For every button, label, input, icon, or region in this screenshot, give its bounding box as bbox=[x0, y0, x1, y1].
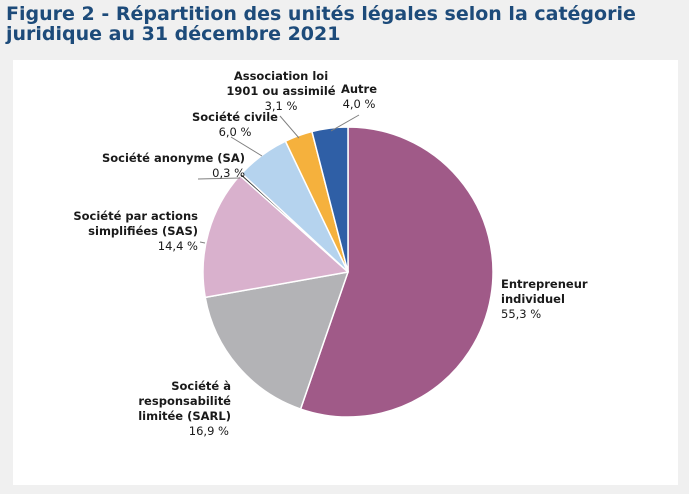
slice-label: Société anonyme (SA)0,3 % bbox=[102, 151, 245, 180]
slice-label-value: 3,1 % bbox=[265, 99, 298, 113]
slice-label-name: limitée (SARL) bbox=[138, 409, 231, 423]
leader-line bbox=[279, 115, 300, 139]
pie-slice bbox=[204, 271, 349, 410]
pie-slice bbox=[202, 174, 349, 299]
slice-label-name: simplifiées (SAS) bbox=[88, 224, 198, 238]
leader-line bbox=[199, 241, 206, 244]
slice-label-value: 6,0 % bbox=[219, 125, 252, 139]
leader-line bbox=[330, 114, 360, 132]
slice-label-name: Entrepreneur bbox=[501, 277, 588, 291]
slice-label-name: responsabilité bbox=[138, 394, 231, 408]
slice-label-value: 16,9 % bbox=[189, 424, 229, 438]
slice-label-name: Société anonyme (SA) bbox=[102, 151, 245, 165]
pie-slices bbox=[202, 126, 494, 418]
slice-label-name: Société à bbox=[171, 379, 231, 393]
leader-lines bbox=[197, 114, 360, 244]
slice-label-value: 55,3 % bbox=[501, 307, 541, 321]
slice-label-name: 1901 ou assimilé bbox=[226, 84, 335, 98]
slice-label-name: Association loi bbox=[234, 69, 328, 83]
figure-title: Figure 2 - Répartition des unités légale… bbox=[6, 3, 636, 45]
slice-label-name: Société par actions bbox=[73, 209, 198, 223]
slice-label-name: Autre bbox=[341, 82, 377, 96]
chart-panel: Entrepreneur individuel 55,3 % Société à res… bbox=[13, 60, 678, 485]
leader-line bbox=[197, 177, 241, 180]
slice-label-value: 14,4 % bbox=[158, 239, 198, 253]
leader-line bbox=[230, 136, 263, 157]
slice-label-value: 4,0 % bbox=[343, 97, 376, 111]
pie-slice bbox=[311, 126, 349, 273]
slice-label-value: 0,3 % bbox=[212, 166, 245, 180]
slice-label-name: Société civile bbox=[192, 110, 278, 124]
slice-label-name: individuel bbox=[501, 292, 565, 306]
